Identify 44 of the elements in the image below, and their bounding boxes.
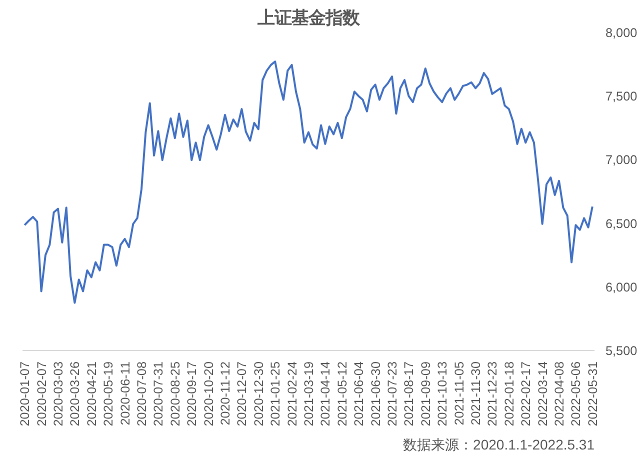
x-tick-label: 2020-12-07 — [235, 361, 250, 426]
x-tick-label: 2021-08-17 — [402, 361, 416, 426]
x-tick-label: 2021-09-09 — [418, 361, 433, 426]
x-tick-label: 2022-01-18 — [502, 361, 516, 426]
x-tick-label: 2020-03-26 — [68, 361, 82, 426]
y-tick-label: 7,500 — [606, 90, 638, 104]
line-series — [24, 60, 594, 304]
x-tick-label: 2021-06-30 — [368, 361, 383, 426]
y-tick-label: 8,000 — [606, 26, 638, 40]
x-tick-label: 2022-04-08 — [552, 361, 567, 426]
x-tick-label: 2020-05-19 — [102, 361, 116, 426]
x-tick-label: 2021-07-23 — [386, 361, 400, 426]
x-tick-label: 2022-05-06 — [569, 361, 584, 426]
x-tick-label: 2020-10-20 — [202, 361, 216, 426]
x-tick-label: 2020-07-31 — [152, 361, 166, 426]
x-tick-label: 2020-02-07 — [34, 361, 49, 426]
y-tick-label: 5,500 — [606, 344, 638, 358]
x-tick-label: 2021-01-25 — [268, 361, 283, 426]
x-tick-label: 2020-04-21 — [84, 361, 99, 426]
x-tick-label: 2021-05-12 — [335, 361, 350, 426]
x-tick-label: 2020-12-30 — [252, 361, 266, 426]
x-tick-label: 2020-07-08 — [134, 361, 149, 426]
x-tick-label: 2021-11-05 — [452, 361, 466, 426]
chart-title: 上证基金指数 — [256, 8, 360, 28]
x-tick-label: 2021-11-30 — [469, 361, 484, 426]
y-tick-label: 6,000 — [606, 280, 638, 294]
x-tick-label: 2021-10-13 — [436, 361, 450, 426]
x-tick-label: 2022-02-17 — [519, 361, 534, 426]
y-tick-label: 6,500 — [606, 216, 638, 231]
x-tick-label: 2021-06-04 — [352, 361, 366, 426]
x-tick-label: 2020-11-12 — [218, 361, 232, 426]
y-tick-label: 7,000 — [606, 153, 638, 168]
x-tick-label: 2020-09-17 — [185, 361, 200, 426]
x-tick-label: 2020-06-11 — [118, 361, 132, 426]
x-tick-label: 2022-03-14 — [536, 361, 550, 426]
x-tick-label: 2020-01-07 — [18, 361, 32, 426]
source-note: 数据来源：2020.1.1-2022.5.31 — [403, 436, 595, 452]
x-tick-label: 2020-08-25 — [168, 361, 182, 426]
x-tick-label: 2022-05-31 — [586, 361, 600, 426]
x-tick-label: 2020-03-03 — [51, 361, 66, 426]
x-tick-label: 2021-03-19 — [302, 361, 316, 426]
x-tick-label: 2021-04-14 — [318, 361, 333, 426]
x-tick-label: 2021-12-23 — [486, 361, 500, 426]
x-tick-label: 2021-02-24 — [285, 361, 300, 426]
